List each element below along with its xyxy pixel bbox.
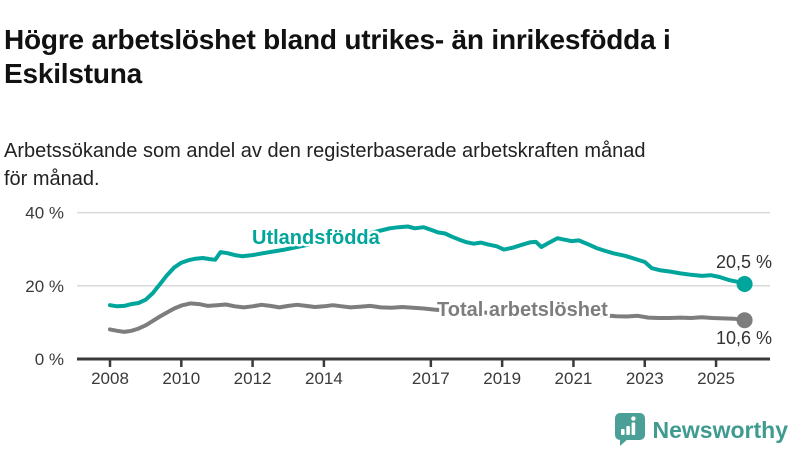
subtitle-line-1: Arbetssökande som andel av den registerb… xyxy=(4,140,646,162)
newsworthy-wordmark: Newsworthy xyxy=(652,416,788,443)
x-tick-label: 2008 xyxy=(91,369,129,388)
end-point-dots xyxy=(736,276,753,329)
x-tick-label: 2023 xyxy=(626,369,664,388)
y-tick-label: 20 % xyxy=(25,277,64,296)
newsworthy-logo[interactable]: Newsworthy xyxy=(614,413,788,447)
newsworthy-bubble-icon xyxy=(614,413,645,446)
chart-labels: Utlandsfödda Total arbetslöshet 20,5 % 1… xyxy=(250,225,773,349)
end-dot-series-1 xyxy=(736,312,753,329)
x-tick-label: 2012 xyxy=(234,369,272,388)
y-tick-label: 40 % xyxy=(25,204,64,223)
subtitle-line-2: för månad. xyxy=(4,168,100,190)
x-tick-label: 2017 xyxy=(412,369,450,388)
end-dot-series-0 xyxy=(736,276,753,292)
page-title: Högre arbetslöshet bland utrikes- än inr… xyxy=(4,23,671,91)
end-value-label-utlandsfodda: 20,5 % xyxy=(716,252,772,272)
end-value-label-total: 10,6 % xyxy=(716,328,772,348)
title-line-2: Eskilstuna xyxy=(4,57,143,89)
line-series-0 xyxy=(108,224,747,309)
series-label-utlandsfodda: Utlandsfödda xyxy=(252,227,381,249)
x-tick-label: 2010 xyxy=(162,369,200,388)
x-tick-label: 2021 xyxy=(555,369,593,388)
x-tick-label: 2014 xyxy=(305,369,343,388)
x-tick-label: 2019 xyxy=(483,369,521,388)
line-series-1 xyxy=(108,301,747,334)
x-tick-label: 2025 xyxy=(697,369,735,388)
grid-and-axes: 40 % 20 % 0 % 2008 2010 2012 2014 2017 2019 2021 2… xyxy=(25,204,770,388)
chart-subtitle: Arbetssökande som andel av den registerb… xyxy=(4,137,646,193)
series-label-total-arbetsloshet: Total arbetslöshet xyxy=(437,299,608,321)
y-tick-label: 0 % xyxy=(35,350,64,369)
title-line-1: Högre arbetslöshet bland utrikes- än inr… xyxy=(4,23,671,55)
data-lines xyxy=(108,224,747,334)
